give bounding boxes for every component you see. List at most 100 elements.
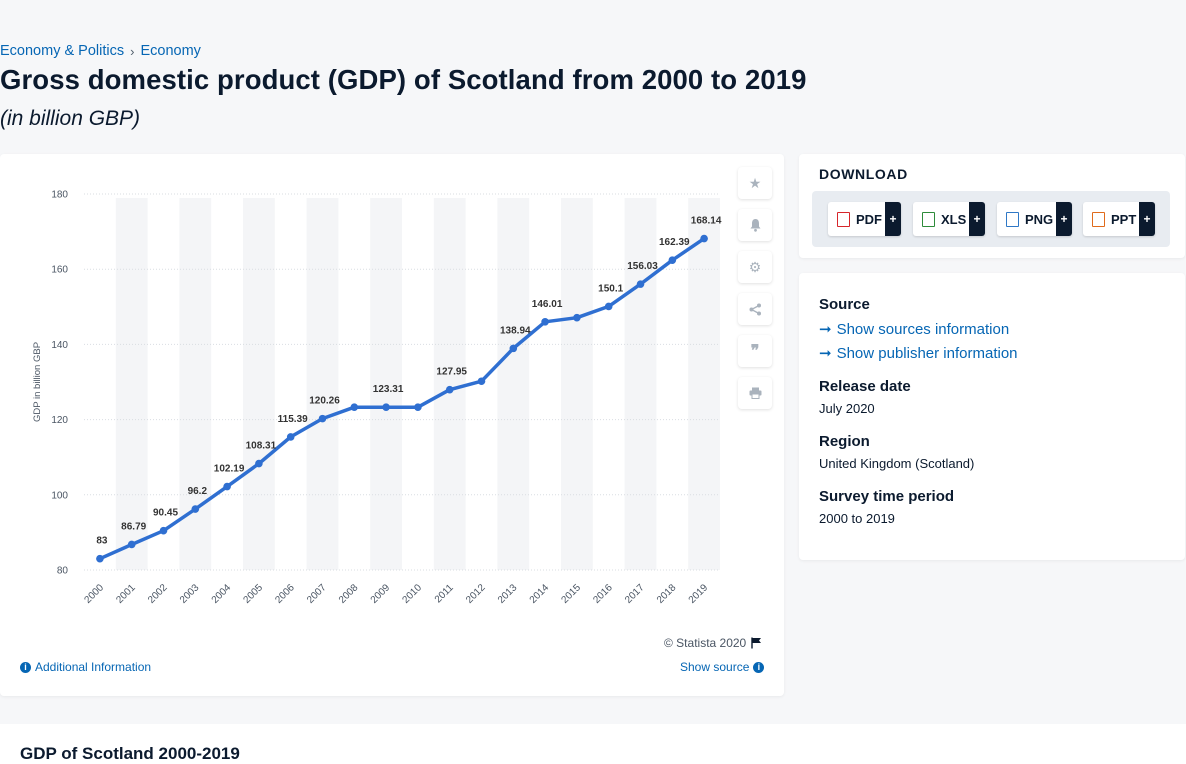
download-ppt-button[interactable]: PPT + xyxy=(1083,202,1155,236)
x-tick-label: 2014 xyxy=(528,582,552,606)
y-tick-label: 160 xyxy=(51,265,68,276)
region-label: Region xyxy=(819,433,870,450)
chart-copyright: © Statista 2020 xyxy=(664,636,762,650)
column-band xyxy=(179,198,212,570)
breadcrumb-separator: › xyxy=(130,43,135,59)
data-point xyxy=(223,482,231,491)
print-icon xyxy=(749,387,761,399)
gear-icon: ⚙ xyxy=(748,258,762,275)
additional-info-label: Additional Information xyxy=(35,660,152,674)
y-axis-label: GDP in billion GBP xyxy=(32,342,43,422)
breadcrumb-economy-politics[interactable]: Economy & Politics xyxy=(0,43,125,59)
data-label: 123.31 xyxy=(373,384,404,395)
y-tick-label: 100 xyxy=(51,490,68,501)
page-title: Gross domestic product (GDP) of Scotland… xyxy=(0,64,807,95)
download-pdf-label: PDF xyxy=(856,211,882,227)
gdp-series-line xyxy=(98,236,706,561)
x-tick-label: 2015 xyxy=(560,582,584,606)
copyright-text: © Statista 2020 xyxy=(664,636,747,650)
data-point xyxy=(509,344,518,353)
data-label: 86.79 xyxy=(121,521,146,532)
show-publisher-link[interactable]: ➞ Show publisher information xyxy=(819,344,1018,363)
data-point xyxy=(255,459,263,468)
data-label: 115.39 xyxy=(278,414,308,425)
data-label: 156.03 xyxy=(627,261,658,272)
breadcrumb: Economy & Politics › Economy xyxy=(0,43,201,59)
data-label: 102.19 xyxy=(214,464,245,475)
column-band xyxy=(115,198,148,570)
show-sources-link[interactable]: ➞ Show sources information xyxy=(819,320,1010,339)
plus-icon: + xyxy=(1139,202,1155,236)
x-tick-label: 2013 xyxy=(496,582,520,606)
breadcrumb-economy[interactable]: Economy xyxy=(140,43,201,59)
share-button[interactable] xyxy=(738,293,772,325)
data-label: 138.94 xyxy=(500,325,531,336)
notification-button[interactable] xyxy=(738,209,772,241)
x-tick-label: 2012 xyxy=(464,582,488,606)
download-buttons: PDF + XLS + PNG + PPT + xyxy=(812,191,1170,247)
x-tick-label: 2016 xyxy=(591,582,615,606)
data-point xyxy=(700,234,708,243)
download-png-button[interactable]: PNG + xyxy=(997,202,1072,236)
x-tick-label: 2005 xyxy=(242,582,266,606)
data-label: 108.31 xyxy=(246,441,277,452)
x-tick-label: 2006 xyxy=(273,582,297,606)
y-tick-label: 80 xyxy=(57,566,69,577)
x-tick-label: 2008 xyxy=(337,582,361,606)
data-label: 127.95 xyxy=(436,367,467,378)
column-band xyxy=(561,198,593,570)
info-icon: i xyxy=(20,661,31,673)
download-pdf-button[interactable]: PDF + xyxy=(828,202,901,236)
data-label: 146.01 xyxy=(532,299,563,310)
cite-button[interactable]: ❞ xyxy=(738,335,772,367)
favorite-button[interactable]: ★ xyxy=(738,167,772,199)
survey-period-label: Survey time period xyxy=(819,488,955,505)
column-band xyxy=(433,198,466,570)
download-xls-label: XLS xyxy=(941,211,967,227)
source-label: Source xyxy=(819,296,870,313)
x-tick-label: 2007 xyxy=(305,582,329,606)
download-card: DOWNLOAD PDF + XLS + PNG + PPT + xyxy=(799,154,1185,258)
y-tick-label: 180 xyxy=(51,190,68,201)
statistic-details-card: Source ➞ Show sources information ➞ Show… xyxy=(799,273,1185,560)
release-date-value: July 2020 xyxy=(819,401,875,416)
png-file-icon xyxy=(1006,211,1019,227)
data-point xyxy=(604,302,613,311)
ppt-file-icon xyxy=(1092,211,1105,227)
arrow-right-icon: ➞ xyxy=(819,321,832,338)
x-tick-label: 2003 xyxy=(178,582,202,606)
x-tick-label: 2004 xyxy=(210,582,234,606)
flag-icon[interactable] xyxy=(751,637,762,649)
download-png-label: PNG xyxy=(1025,211,1054,227)
y-tick-label: 140 xyxy=(51,340,68,351)
data-point xyxy=(477,377,486,386)
survey-period-value: 2000 to 2019 xyxy=(819,511,895,526)
column-band xyxy=(243,198,275,570)
print-button[interactable] xyxy=(738,377,772,409)
pdf-file-icon xyxy=(837,211,850,227)
download-ppt-label: PPT xyxy=(1111,211,1137,227)
x-tick-label: 2010 xyxy=(401,582,425,606)
plus-icon: + xyxy=(1056,202,1072,236)
chart-card: 80 100 120 140 160 180 GDP in billion GBP 2000 2… xyxy=(0,154,784,696)
x-tick-label: 2002 xyxy=(146,582,170,606)
show-sources-label: Show sources information xyxy=(836,320,1010,338)
related-section: GDP of Scotland 2000-2019 xyxy=(0,724,1186,764)
top-header-band xyxy=(0,0,1186,40)
x-tick-label: 2011 xyxy=(433,582,456,605)
x-tick-label: 2009 xyxy=(369,582,393,606)
settings-button[interactable]: ⚙ xyxy=(738,251,772,283)
data-label: 120.26 xyxy=(309,396,340,407)
additional-info-link[interactable]: i Additional Information xyxy=(20,660,151,674)
show-source-link[interactable]: Show source i xyxy=(680,660,765,674)
data-label: 96.2 xyxy=(188,486,208,497)
data-label: 83 xyxy=(96,536,108,547)
star-icon: ★ xyxy=(748,174,762,191)
data-label: 150.1 xyxy=(598,283,623,294)
download-xls-button[interactable]: XLS + xyxy=(913,202,985,236)
data-point xyxy=(573,313,581,322)
data-point xyxy=(191,505,200,513)
data-point xyxy=(350,403,359,411)
region-value: United Kingdom (Scotland) xyxy=(819,456,975,471)
arrow-right-icon: ➞ xyxy=(819,345,832,362)
